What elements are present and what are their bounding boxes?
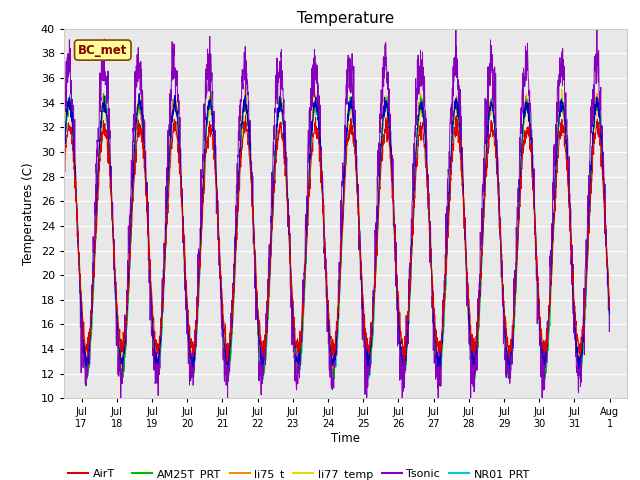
Text: BC_met: BC_met xyxy=(78,44,127,57)
Legend: AirT, li75_t, AM25T_PRT, li75_t, li77_temp, Tsonic, NR01_PRT: AirT, li75_t, AM25T_PRT, li75_t, li77_te… xyxy=(64,465,534,480)
X-axis label: Time: Time xyxy=(331,432,360,445)
Y-axis label: Temperatures (C): Temperatures (C) xyxy=(22,162,35,265)
Title: Temperature: Temperature xyxy=(297,11,394,26)
